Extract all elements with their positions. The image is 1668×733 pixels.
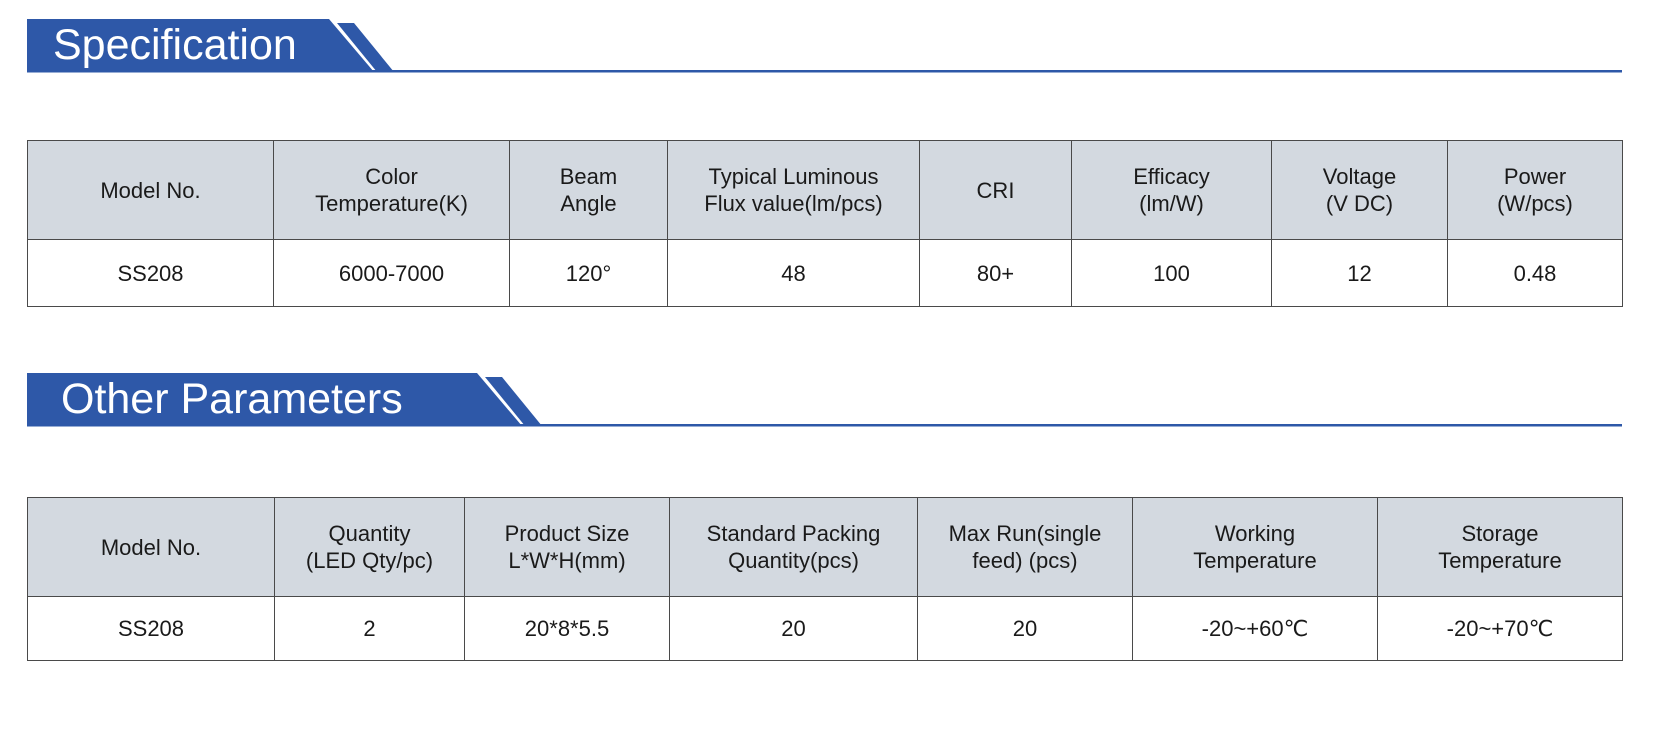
header-cri: CRI <box>919 140 1072 240</box>
header-color-temperature: Color Temperature(K) <box>273 140 510 240</box>
specification-title: Specification <box>53 21 297 69</box>
header-quantity: Quantity (LED Qty/pc) <box>274 497 465 597</box>
header-efficacy: Efficacy (lm/W) <box>1071 140 1272 240</box>
cell-color-temperature: 6000-7000 <box>273 239 510 307</box>
header-standard-packing: Standard Packing Quantity(pcs) <box>669 497 918 597</box>
header-max-run: Max Run(single feed) (pcs) <box>917 497 1133 597</box>
cell-beam-angle: 120° <box>509 239 668 307</box>
cell-luminous-flux: 48 <box>667 239 920 307</box>
header-luminous-flux: Typical Luminous Flux value(lm/pcs) <box>667 140 920 240</box>
cell-storage-temperature: -20~+70℃ <box>1377 596 1623 661</box>
cell-power: 0.48 <box>1447 239 1623 307</box>
header-working-temperature: Working Temperature <box>1132 497 1378 597</box>
cell-working-temperature: -20~+60℃ <box>1132 596 1378 661</box>
other-parameters-section-header: Other Parameters <box>27 371 1622 429</box>
cell-cri: 80+ <box>919 239 1072 307</box>
table-row: SS208 2 20*8*5.5 20 20 -20~+60℃ -20~+70℃ <box>27 596 1623 661</box>
cell-model-no: SS208 <box>27 239 274 307</box>
cell-quantity: 2 <box>274 596 465 661</box>
table-row: SS208 6000-7000 120° 48 80+ 100 12 0.48 <box>27 239 1623 307</box>
other-parameters-table: Model No. Quantity (LED Qty/pc) Product S… <box>27 497 1623 661</box>
header-model-no: Model No. <box>27 140 274 240</box>
cell-standard-packing: 20 <box>669 596 918 661</box>
header-power: Power (W/pcs) <box>1447 140 1623 240</box>
other-parameters-title: Other Parameters <box>61 375 403 423</box>
cell-max-run: 20 <box>917 596 1133 661</box>
header-voltage: Voltage (V DC) <box>1271 140 1448 240</box>
table-header-row: Model No. Quantity (LED Qty/pc) Product S… <box>27 497 1623 597</box>
cell-voltage: 12 <box>1271 239 1448 307</box>
specification-section-header: Specification <box>27 17 1622 75</box>
cell-efficacy: 100 <box>1071 239 1272 307</box>
cell-product-size: 20*8*5.5 <box>464 596 670 661</box>
header-beam-angle: Beam Angle <box>509 140 668 240</box>
cell-model-no: SS208 <box>27 596 275 661</box>
section-banner-shape <box>27 373 1622 427</box>
header-storage-temperature: Storage Temperature <box>1377 497 1623 597</box>
header-product-size: Product Size L*W*H(mm) <box>464 497 670 597</box>
specification-table: Model No. Color Temperature(K) Beam Angle … <box>27 140 1623 307</box>
table-header-row: Model No. Color Temperature(K) Beam Angle … <box>27 140 1623 240</box>
section-banner-shape <box>27 19 1622 73</box>
header-model-no: Model No. <box>27 497 275 597</box>
